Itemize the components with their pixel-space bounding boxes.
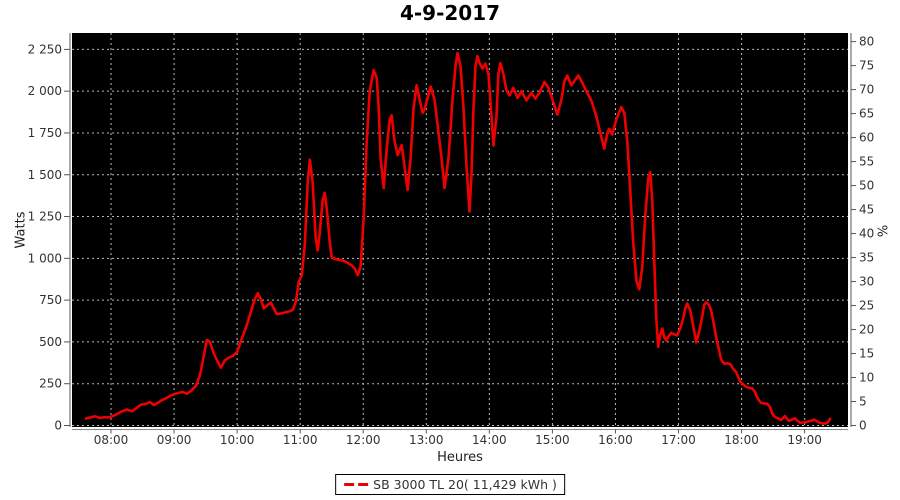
svg-text:1 250: 1 250 <box>28 210 62 224</box>
svg-text:35: 35 <box>859 251 874 265</box>
svg-text:30: 30 <box>859 275 874 289</box>
svg-text:10:00: 10:00 <box>220 433 255 447</box>
y-axis-right-title: % <box>876 224 892 238</box>
axes <box>64 33 856 434</box>
svg-text:17:00: 17:00 <box>661 433 696 447</box>
power-series-line <box>84 51 832 425</box>
svg-text:09:00: 09:00 <box>157 433 192 447</box>
svg-text:25: 25 <box>859 299 874 313</box>
svg-text:50: 50 <box>859 179 874 193</box>
svg-text:19:00: 19:00 <box>787 433 822 447</box>
legend-label: SB 3000 TL 20( 11,429 kWh ) <box>373 477 557 492</box>
svg-text:45: 45 <box>859 203 874 217</box>
svg-text:0: 0 <box>54 419 62 433</box>
svg-text:2 000: 2 000 <box>28 84 62 98</box>
x-axis-title: Heures <box>437 450 483 465</box>
x-tick-labels: 08:00 09:00 10:00 11:00 12:00 13:00 14:00 15:00… <box>94 433 822 447</box>
svg-text:70: 70 <box>859 83 874 97</box>
svg-text:40: 40 <box>859 227 874 241</box>
svg-text:65: 65 <box>859 107 874 121</box>
svg-text:60: 60 <box>859 131 874 145</box>
svg-text:18:00: 18:00 <box>724 433 759 447</box>
svg-text:15: 15 <box>859 347 874 361</box>
y-left-tick-labels: 0 250 500 750 1 000 1 250 1 500 1 750 2 000 2 250 <box>28 42 62 432</box>
svg-text:1 500: 1 500 <box>28 168 62 182</box>
svg-text:75: 75 <box>859 59 874 73</box>
y-right-tick-labels: 0 5 10 15 20 25 30 35 40 45 50 55 60 65 70 75 80 <box>859 35 874 433</box>
svg-text:0: 0 <box>859 419 867 433</box>
svg-text:5: 5 <box>859 395 867 409</box>
chart-title: 4-9-2017 <box>399 1 501 25</box>
svg-text:13:00: 13:00 <box>409 433 444 447</box>
svg-text:750: 750 <box>39 293 62 307</box>
plot-background <box>72 33 848 427</box>
svg-text:20: 20 <box>859 323 874 337</box>
legend: SB 3000 TL 20( 11,429 kWh ) <box>335 474 565 495</box>
svg-text:55: 55 <box>859 155 874 169</box>
y-axis-left-title: Watts <box>13 211 29 249</box>
svg-text:1 750: 1 750 <box>28 126 62 140</box>
svg-text:15:00: 15:00 <box>535 433 570 447</box>
svg-text:500: 500 <box>39 335 62 349</box>
svg-text:1 000: 1 000 <box>28 251 62 265</box>
svg-text:2 250: 2 250 <box>28 42 62 56</box>
svg-text:14:00: 14:00 <box>472 433 507 447</box>
svg-text:12:00: 12:00 <box>346 433 381 447</box>
svg-text:16:00: 16:00 <box>598 433 633 447</box>
svg-text:250: 250 <box>39 377 62 391</box>
svg-text:08:00: 08:00 <box>94 433 129 447</box>
svg-text:80: 80 <box>859 35 874 49</box>
svg-text:10: 10 <box>859 371 874 385</box>
svg-text:11:00: 11:00 <box>283 433 318 447</box>
legend-line-marker <box>344 483 369 486</box>
